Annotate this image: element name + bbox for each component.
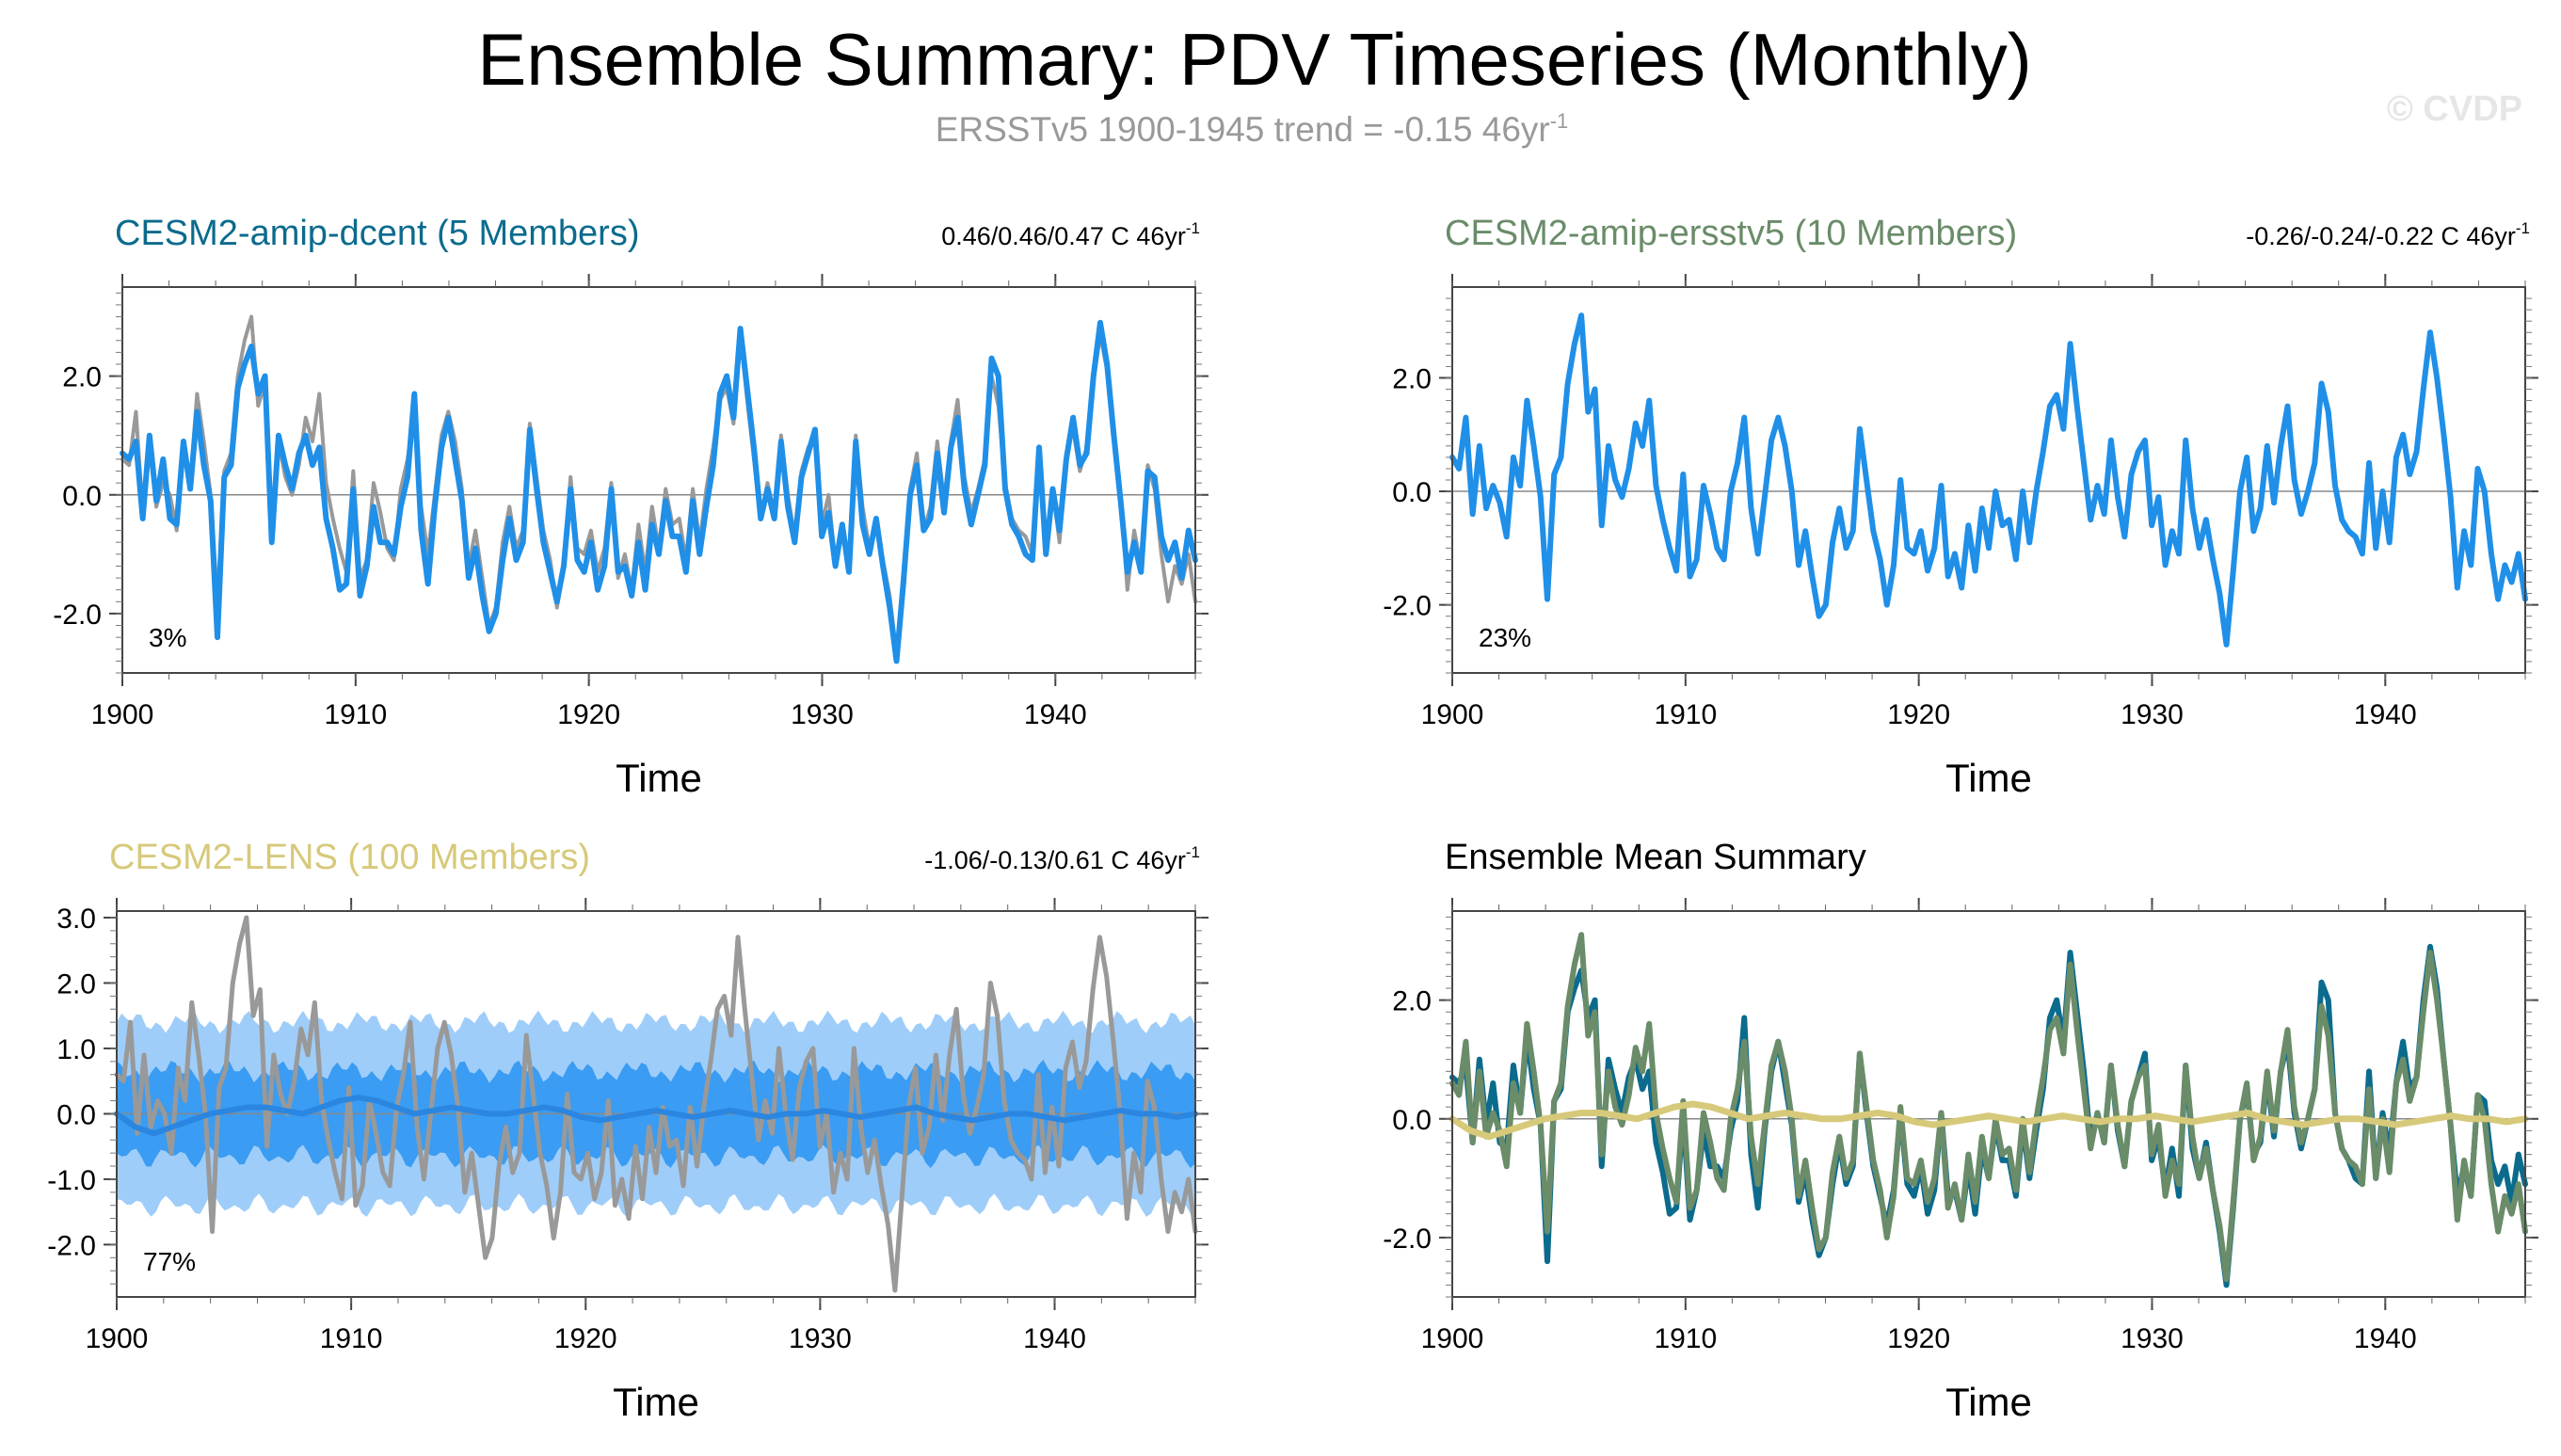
x-tick-label: 1900	[91, 699, 154, 730]
y-tick-label: 0.0	[1392, 1105, 1432, 1136]
series-line-cesm2-lens-mean	[114, 1095, 1198, 1137]
percent-annotation: 3%	[149, 623, 186, 652]
trend-label-text: -0.26/-0.24/-0.22 C 46yr	[2246, 222, 2516, 250]
y-tick-label: 3.0	[56, 904, 96, 935]
plot-area	[1452, 911, 2525, 1297]
y-tick-label: 2.0	[62, 362, 102, 393]
y-tick-label: 1.0	[56, 1034, 96, 1065]
trend-label: -0.26/-0.24/-0.22 C 46yr-1	[2246, 219, 2530, 250]
x-tick-label: 1910	[1654, 1323, 1717, 1354]
panel-summary: 1900 1910 1920 1930 1940 2.0 0.0 -2.0 Ensemble M…	[1383, 838, 2538, 1424]
y-tick-label: 0.0	[62, 481, 102, 512]
figure-subtitle-sup: -1	[1550, 109, 1569, 133]
panel-title: CESM2-LENS (100 Members)	[109, 838, 590, 877]
x-tick-label: 1930	[789, 1323, 852, 1354]
panel-lens: 1900 1910 1920 1930 1940 3.0 2.0 1.0 0.0 -1.0 -2.0…	[47, 838, 1208, 1424]
x-tick-label: 1920	[554, 1323, 617, 1354]
figure-subtitle: ERSSTv5 1900-1945 trend = -0.15 46yr-1	[936, 109, 1569, 149]
y-tick-label: -1.0	[47, 1165, 96, 1196]
x-tick-label: 1920	[1887, 699, 1950, 730]
y-tick-label: -2.0	[1383, 1224, 1432, 1255]
panel-ersstv5: 1900 1910 1920 1930 1940 2.0 0.0 -2.0 CESM2-amip…	[1383, 214, 2538, 800]
panel-title: Ensemble Mean Summary	[1445, 838, 1866, 877]
percent-annotation: 23%	[1479, 623, 1531, 652]
x-tick-label: 1900	[86, 1323, 149, 1354]
figure-title: Ensemble Summary: PDV Timeseries (Monthl…	[477, 18, 2031, 101]
plot-area	[1452, 287, 2525, 673]
series-line-ersstv5	[114, 915, 1198, 1293]
panel-dcent: 1900 1910 1920 1930 1940 2.0 0.0 -2.0 CESM2-amip…	[53, 214, 1208, 800]
x-axis-label: Time	[1945, 756, 2032, 800]
y-tick-label: 0.0	[1392, 477, 1432, 508]
x-tick-label: 1900	[1421, 1323, 1484, 1354]
y-tick-label: 2.0	[1392, 363, 1432, 394]
y-tick-label: -2.0	[47, 1230, 96, 1261]
x-tick-label: 1930	[2121, 699, 2184, 730]
y-tick-label: -2.0	[53, 600, 102, 631]
y-tick-label: 0.0	[56, 1099, 96, 1130]
y-tick-label: 2.0	[56, 968, 96, 1000]
series-line-cesm2-amip-dcent	[120, 319, 1198, 664]
x-tick-label: 1910	[324, 699, 387, 730]
x-tick-label: 1920	[557, 699, 620, 730]
percent-annotation: 77%	[143, 1247, 196, 1276]
plot-frame	[121, 286, 1196, 674]
trend-label-sup: -1	[1186, 219, 1200, 237]
trend-label-sup: -1	[2516, 219, 2530, 237]
series-line-cesm2-lens	[1449, 1100, 2529, 1141]
panel-title: CESM2-amip-dcent (5 Members)	[115, 214, 639, 253]
series-line-cesm2-amip-ersstv5	[1449, 932, 2528, 1283]
plot-frame	[1451, 910, 2526, 1298]
panel-title: CESM2-amip-ersstv5 (10 Members)	[1445, 214, 2017, 253]
trend-label-sup: -1	[1186, 843, 1200, 861]
x-tick-label: 1940	[2354, 699, 2417, 730]
plot-area	[122, 287, 1195, 673]
x-tick-label: 1940	[1023, 1323, 1086, 1354]
series-line-cesm2-amip-ersstv5	[1449, 312, 2528, 648]
x-tick-label: 1930	[2121, 1323, 2184, 1354]
x-axis-label: Time	[1945, 1380, 2032, 1424]
x-tick-label: 1900	[1421, 699, 1484, 730]
y-tick-label: -2.0	[1383, 591, 1432, 622]
figure-subtitle-text: ERSSTv5 1900-1945 trend = -0.15 46yr	[936, 110, 1550, 149]
x-axis-label: Time	[616, 756, 702, 800]
trend-label: -1.06/-0.13/0.61 C 46yr-1	[924, 843, 1200, 874]
trend-label-text: -1.06/-0.13/0.61 C 46yr	[924, 846, 1186, 874]
x-axis-label: Time	[613, 1380, 699, 1424]
x-tick-label: 1910	[320, 1323, 383, 1354]
x-tick-label: 1940	[2354, 1323, 2417, 1354]
x-tick-label: 1940	[1024, 699, 1087, 730]
trend-label: 0.46/0.46/0.47 C 46yr-1	[941, 219, 1200, 250]
trend-label-text: 0.46/0.46/0.47 C 46yr	[941, 222, 1186, 250]
x-tick-label: 1930	[791, 699, 854, 730]
x-tick-label: 1910	[1654, 699, 1717, 730]
plot-frame	[116, 910, 1196, 1298]
y-tick-label: 2.0	[1392, 986, 1432, 1017]
x-tick-label: 1920	[1887, 1323, 1950, 1354]
watermark: © CVDP	[2387, 89, 2522, 129]
